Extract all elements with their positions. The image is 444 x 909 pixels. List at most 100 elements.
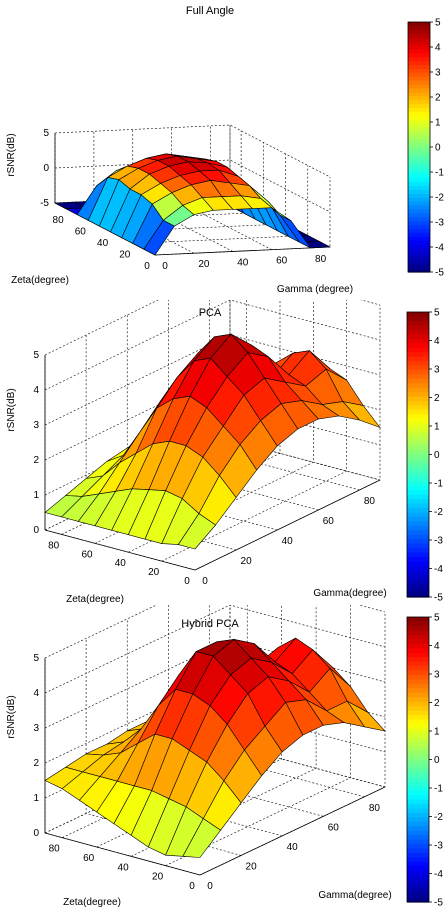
surface — [44, 333, 381, 550]
zeta-tick-label: 80 — [48, 540, 60, 551]
colorbar-tick-label: 0 — [434, 755, 440, 766]
colorbar-band — [407, 683, 429, 689]
colorbar-band — [407, 458, 429, 464]
colorbar-band — [408, 45, 430, 50]
colorbar-band — [408, 127, 430, 132]
colorbar-band — [407, 665, 429, 672]
colorbar-band — [408, 84, 430, 90]
colorbar-tick-label: 1 — [434, 422, 440, 433]
axis-box — [44, 355, 381, 571]
colorbar-band — [408, 217, 430, 222]
colorbar-tick-label: 4 — [435, 43, 441, 54]
colorbar-band — [408, 92, 430, 97]
colorbar-band — [407, 539, 429, 545]
colorbar-band — [407, 556, 429, 562]
colorbar-band — [408, 123, 430, 129]
colorbar-band — [407, 392, 429, 398]
colorbar-band — [407, 414, 429, 420]
colorbar-tick-label: 3 — [434, 365, 440, 376]
colorbar-band — [407, 499, 429, 505]
colorbar-tick-label: -1 — [435, 168, 444, 179]
axis-box — [44, 658, 386, 876]
gamma-tick-label: 40 — [282, 536, 294, 547]
colorbar: 5 4 3 2 1 0 -1 -2 -3 -4 -5 — [406, 308, 443, 604]
colorbar-band — [407, 401, 429, 407]
colorbar-tick-label: 1 — [434, 727, 440, 738]
colorbar-band — [407, 374, 429, 380]
zeta-tick-label: 80 — [53, 215, 65, 226]
z-tick-label: 1 — [33, 490, 39, 501]
colorbar-band — [407, 405, 429, 411]
colorbar-tick-label: 4 — [434, 336, 440, 347]
surface-patch — [182, 818, 222, 858]
colorbar-band — [407, 583, 429, 589]
colorbar-band — [407, 714, 429, 721]
colorbar-band — [407, 409, 429, 416]
colorbar-band — [407, 325, 429, 331]
colorbar-band — [407, 463, 429, 469]
colorbar-band — [407, 639, 429, 645]
colorbar-band — [408, 139, 430, 144]
colorbar-tick-label: 4 — [434, 641, 440, 652]
colorbar-band — [407, 490, 429, 496]
zeta-tick-label: 0 — [189, 881, 195, 892]
colorbar-band — [407, 441, 429, 447]
colorbar-band — [407, 790, 429, 796]
gamma-tick-label: 60 — [276, 256, 288, 267]
colorbar-band — [407, 719, 429, 725]
colorbar-band — [408, 213, 430, 218]
colorbar-band — [408, 170, 430, 175]
colorbar-band — [407, 579, 429, 585]
z-tick-label: 5 — [43, 128, 49, 139]
colorbar-band — [408, 29, 430, 35]
colorbar-tick-label: -4 — [434, 869, 443, 880]
colorbar-band — [407, 476, 429, 482]
colorbar-band — [407, 450, 429, 456]
colorbar-band — [408, 264, 430, 269]
colorbar-band — [407, 588, 429, 594]
colorbar-band — [408, 72, 430, 78]
colorbar-band — [407, 688, 429, 694]
colorbar-band — [408, 41, 430, 47]
colorbar-band — [408, 193, 430, 199]
colorbar-band — [407, 768, 429, 774]
colorbar-band — [407, 648, 429, 654]
colorbar-band — [407, 621, 429, 627]
zeta-tick-label: 60 — [83, 853, 95, 864]
colorbar-band — [407, 706, 429, 712]
colorbar-band — [407, 679, 429, 685]
colorbar-tick-label: 0 — [435, 143, 441, 154]
colorbar-band — [407, 888, 429, 894]
z-tick-label: 2 — [33, 758, 39, 769]
colorbar-band — [408, 76, 430, 82]
colorbar-band — [407, 338, 429, 344]
colorbar-band — [407, 866, 429, 872]
colorbar-band — [408, 221, 430, 226]
colorbar-band — [407, 548, 429, 554]
colorbar-tick-label: -2 — [434, 812, 443, 823]
colorbar-band — [408, 131, 430, 136]
zeta-tick-label: 40 — [97, 238, 109, 249]
colorbar-band — [407, 844, 429, 850]
colorbar-band — [407, 347, 429, 353]
colorbar-band — [407, 772, 429, 778]
colorbar-band — [407, 481, 429, 487]
colorbar-band — [407, 378, 429, 384]
z-tick-label: 4 — [33, 385, 39, 396]
colorbar-tick-label: 2 — [434, 393, 440, 404]
colorbar-band — [407, 352, 429, 358]
colorbar-tick-label: 5 — [434, 613, 440, 624]
colorbar-band — [407, 701, 429, 707]
grid-line — [154, 177, 331, 256]
colorbar-tick-label: 2 — [435, 93, 441, 104]
z-tick-label: 0 — [43, 163, 49, 174]
colorbar: 5 4 3 2 1 0 -1 -2 -3 -4 -5 — [407, 18, 444, 279]
colorbar-tick-label: -3 — [435, 218, 444, 229]
colorbar-band — [407, 723, 429, 729]
colorbar-band — [408, 197, 430, 203]
colorbar-band — [407, 454, 429, 460]
colorbar-tick-label: -3 — [434, 841, 443, 852]
zeta-tick-label: 0 — [184, 576, 190, 587]
colorbar-band — [407, 445, 429, 451]
